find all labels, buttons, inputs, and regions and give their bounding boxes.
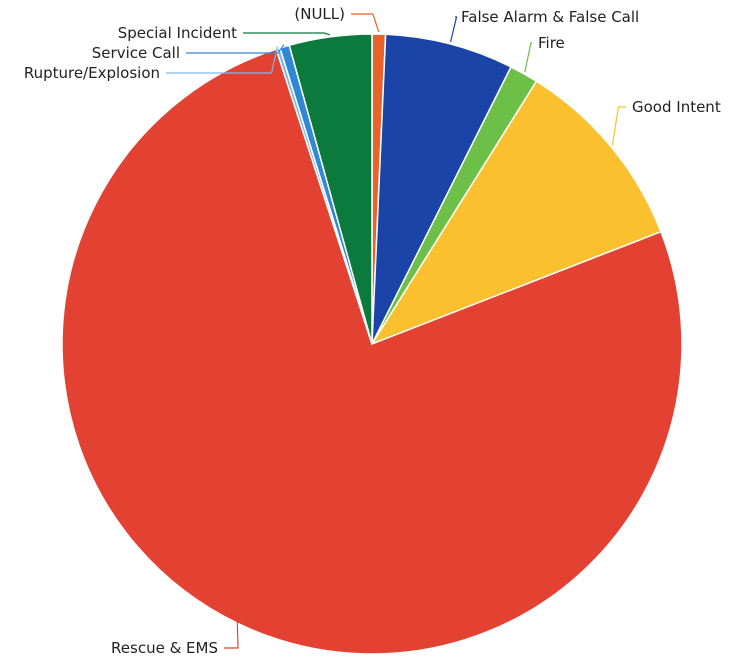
slice-label: Service Call xyxy=(92,44,180,62)
slice-label: (NULL) xyxy=(294,5,345,23)
slice-label: Special Incident xyxy=(118,24,237,42)
pie-slice-false-alarm-false-call xyxy=(371,33,513,345)
leader-line-2 xyxy=(524,42,532,73)
pie-slice-good-intent xyxy=(370,80,662,346)
slice-labels: (NULL) False Alarm & False Call Fire Good I… xyxy=(24,5,721,657)
leader-line-7 xyxy=(243,32,331,36)
leader-line-3 xyxy=(611,106,626,146)
leader-lines xyxy=(166,13,626,649)
leader-line-4 xyxy=(224,619,239,649)
leader-line-0 xyxy=(351,13,380,33)
pie-slice-rescue-ems xyxy=(61,48,683,655)
leader-line-1 xyxy=(449,16,458,43)
slice-label: False Alarm & False Call xyxy=(461,8,639,26)
slice-label: Fire xyxy=(538,34,565,52)
slice-label: Rescue & EMS xyxy=(111,639,218,657)
slice-label: Rupture/Explosion xyxy=(24,64,160,82)
slice-label: Good Intent xyxy=(632,98,721,116)
leader-line-6 xyxy=(186,44,285,54)
pie-slice-special-incident xyxy=(288,33,373,345)
leader-line-5 xyxy=(166,46,279,74)
pie-slices xyxy=(61,33,683,655)
